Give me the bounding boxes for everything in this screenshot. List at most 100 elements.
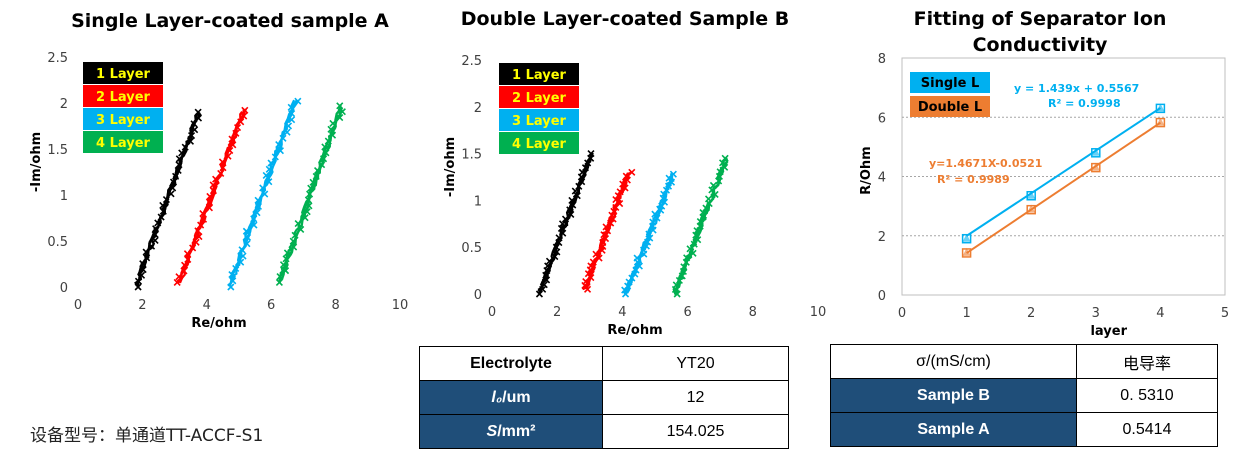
data-point <box>289 237 297 245</box>
y-axis-label: R/Ohm <box>859 146 874 195</box>
data-point <box>584 159 592 167</box>
data-point <box>628 168 636 176</box>
data-point <box>608 211 616 219</box>
data-point <box>187 131 196 140</box>
data-point <box>307 184 315 192</box>
data-point <box>658 202 666 210</box>
table-row: Electrolyte YT20 <box>419 346 789 381</box>
impedance-chart-b: 0 0.5 1 1.5 2 2.5 0 2 4 6 8 10 Re/ohm -Im/ohm 1 Layer 2… <box>430 38 840 343</box>
data-point <box>660 190 668 198</box>
legend-swatch <box>499 63 579 85</box>
data-point <box>271 153 279 161</box>
data-point <box>229 141 237 149</box>
series-1 <box>535 150 595 298</box>
data-point <box>568 196 576 204</box>
data-point <box>283 128 291 136</box>
data-point <box>696 218 704 226</box>
data-point <box>167 190 175 198</box>
data-point <box>275 278 283 286</box>
data-point <box>624 282 632 290</box>
table-row: σ/(mS/cm) 电导率 <box>830 344 1218 379</box>
data-point <box>708 186 716 194</box>
data-point <box>205 204 213 212</box>
data-point <box>194 227 202 235</box>
data-point <box>197 221 205 229</box>
data-point <box>134 277 143 285</box>
plot-background <box>20 40 420 340</box>
device-model-label: 设备型号：单通道TT-ACCF-S1 <box>30 426 264 446</box>
x-tick-label: 4 <box>1156 306 1164 321</box>
series-4 <box>275 102 346 286</box>
data-point <box>184 255 192 264</box>
conductivity-header-cn: 电导率 <box>1076 344 1218 379</box>
data-point <box>322 149 330 157</box>
data-point <box>601 235 610 243</box>
data-point <box>194 108 202 116</box>
sample-b-value: 0. 5310 <box>1076 378 1218 413</box>
data-point <box>539 285 547 293</box>
legend-label: 2 Layer <box>96 90 151 105</box>
data-point <box>610 207 618 215</box>
x-tick-label: 3 <box>1092 306 1100 321</box>
sample-a-value: 0.5414 <box>1076 412 1218 447</box>
data-point <box>306 190 314 198</box>
legend-label: 2 Layer <box>512 91 567 106</box>
sample-b-label: Sample B <box>830 378 1077 413</box>
data-point <box>581 164 590 172</box>
data-point <box>680 263 688 271</box>
x-tick-label: 6 <box>683 305 691 320</box>
data-point <box>275 140 283 149</box>
data-point <box>319 155 328 163</box>
data-point <box>237 258 245 266</box>
chart-title-a: Single Layer-coated sample A <box>71 10 389 32</box>
y-tick-label: 1.5 <box>461 148 482 163</box>
data-point <box>218 158 227 166</box>
y-axis-label: -Im/ohm <box>443 137 458 197</box>
y-tick-label: 8 <box>878 52 886 67</box>
data-point <box>558 220 567 228</box>
data-point <box>189 244 197 252</box>
legend-label: 1 Layer <box>512 68 567 83</box>
table-row: S/mm² 154.025 <box>419 414 789 449</box>
data-point <box>172 172 180 180</box>
data-point <box>212 175 220 183</box>
legend-label: 3 Layer <box>96 113 151 128</box>
double-equation: y=1.4671X-0.0521 <box>929 157 1042 170</box>
trendline <box>966 121 1161 254</box>
data-point <box>229 277 237 285</box>
data-point <box>587 262 595 270</box>
data-point <box>181 261 189 269</box>
data-point <box>209 181 217 189</box>
legend-label: 4 Layer <box>512 137 567 152</box>
data-point <box>662 186 671 194</box>
data-point <box>180 267 188 275</box>
data-point <box>178 149 186 157</box>
data-point <box>673 290 681 298</box>
data-point <box>571 187 579 195</box>
fitting-chart: 0 2 4 6 8 0 1 2 3 4 5 layer R/Ohm Single L Double L y =… <box>859 52 1229 339</box>
series-4 <box>671 154 729 298</box>
x-tick-label: 8 <box>331 298 339 313</box>
data-point <box>294 219 302 228</box>
data-point <box>566 206 574 214</box>
data-point <box>228 271 236 279</box>
data-point <box>693 227 701 235</box>
data-point <box>276 272 284 281</box>
data-point <box>559 229 567 237</box>
data-point <box>282 255 290 263</box>
data-point <box>254 196 262 204</box>
data-point <box>250 215 258 223</box>
x-tick-label: 6 <box>267 298 275 313</box>
area-unit: /mm² <box>497 422 536 440</box>
data-point <box>551 252 559 261</box>
data-point <box>309 178 317 186</box>
x-axis-label: layer <box>1090 324 1127 339</box>
data-point <box>625 278 633 286</box>
data-point <box>584 270 592 278</box>
x-tick-label: 10 <box>810 305 827 320</box>
data-point <box>199 215 208 223</box>
y-tick-label: 0 <box>474 288 482 303</box>
data-point <box>224 152 232 160</box>
data-point <box>240 112 248 120</box>
y-tick-label: 2 <box>878 230 886 245</box>
